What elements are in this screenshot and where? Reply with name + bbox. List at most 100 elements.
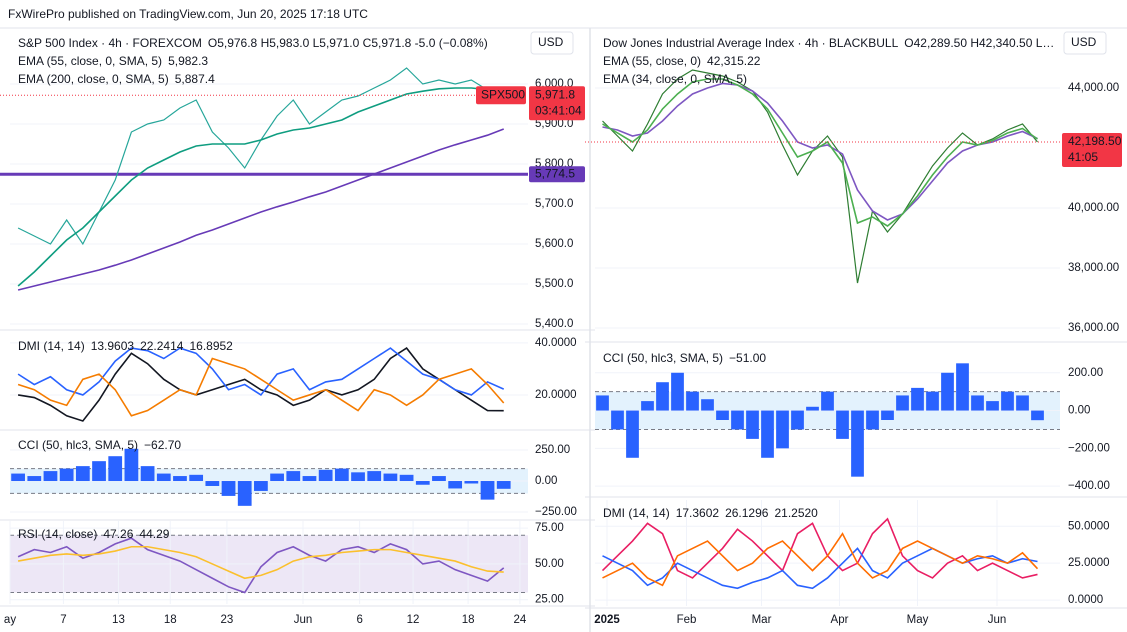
x-tick-label: Apr: [831, 614, 849, 626]
histogram-bar: [731, 410, 744, 430]
histogram-bar: [986, 401, 999, 411]
histogram-bar: [432, 476, 446, 482]
y-tick-label: 0.00: [1068, 405, 1090, 417]
histogram-bar: [686, 391, 699, 411]
legend-text: 5,887.4: [175, 72, 215, 86]
histogram-bar: [911, 387, 924, 411]
histogram-bar: [626, 410, 639, 458]
x-tick-label: 2025: [594, 614, 620, 626]
histogram-bar: [59, 468, 74, 482]
legend-text: O5,976.8 H5,983.0 L5,971.0 C5,971.8 -5.0…: [208, 36, 488, 50]
histogram-bar: [791, 410, 804, 430]
legend-text: 13.9603: [91, 339, 135, 353]
symbol-tag-label: SPX500: [481, 87, 525, 101]
y-tick-label: 25.00: [535, 594, 564, 606]
histogram-bar: [399, 474, 414, 482]
currency: USD: [1071, 35, 1097, 49]
legend-text: 42,315.22: [707, 54, 761, 68]
legend-text: RSI (14, close): [18, 527, 97, 541]
histogram-bar: [746, 410, 759, 439]
countdown: 03:41:04: [535, 103, 582, 117]
series-line: [17, 537, 505, 594]
histogram-bar: [383, 473, 398, 482]
price-tag-label: 5,971.8: [535, 87, 575, 101]
histogram-bar: [108, 456, 123, 482]
series-line: [602, 78, 1038, 227]
legend-text: EMA (200, close, 0, SMA, 5): [18, 72, 169, 86]
y-tick-label: 25.0000: [1068, 557, 1110, 569]
x-tick-label: ay: [4, 614, 16, 626]
histogram-bar: [701, 399, 714, 411]
histogram-bar: [27, 476, 42, 482]
histogram-bar: [318, 469, 333, 482]
y-tick-label: 50.0000: [1068, 520, 1110, 532]
y-tick-label: 44,000.00: [1068, 82, 1119, 94]
histogram-bar: [896, 395, 909, 411]
y-tick-label: 38,000.00: [1068, 262, 1119, 274]
y-tick-label: 50.00: [535, 558, 564, 570]
histogram-bar: [941, 372, 954, 411]
histogram-bar: [302, 476, 317, 482]
histogram-bar: [124, 448, 139, 482]
y-tick-label: 40,000.00: [1068, 202, 1119, 214]
histogram-bar: [286, 471, 301, 482]
histogram-bar: [75, 466, 90, 482]
histogram-bar: [367, 471, 382, 482]
y-tick-label: −200.00: [1068, 442, 1110, 454]
histogram-bar: [836, 410, 849, 439]
histogram-bar: [851, 410, 864, 477]
x-tick-label: 12: [407, 614, 420, 626]
histogram-bar: [881, 410, 894, 420]
y-tick-label: 5,500.0: [535, 278, 573, 290]
y-tick-label: 5,600.0: [535, 238, 573, 250]
histogram-bar: [92, 461, 106, 482]
legend-text: CCI (50, hlc3, SMA, 5): [18, 438, 138, 452]
histogram-bar: [926, 391, 939, 411]
histogram-bar: [221, 481, 236, 496]
legend-text: CCI (50, hlc3, SMA, 5): [603, 351, 723, 365]
countdown: 41:05: [1068, 150, 1098, 164]
legend-text: DMI (14, 14): [18, 339, 85, 353]
histogram-bar: [173, 476, 187, 482]
y-tick-label: 5,400.0: [535, 318, 573, 330]
legend-text: EMA (55, close, 0): [603, 54, 701, 68]
histogram-bar: [611, 410, 624, 430]
x-tick-label: 24: [514, 614, 527, 626]
x-tick-label: 6: [356, 614, 362, 626]
y-tick-label: 0.0000: [1068, 594, 1103, 606]
legend-text: 26.1296: [725, 506, 769, 520]
x-tick-label: Mar: [752, 614, 772, 626]
histogram-bar: [11, 473, 25, 482]
histogram-bar: [641, 401, 654, 411]
currency-box: [1063, 31, 1107, 55]
series-line: [17, 128, 505, 291]
y-tick-label: 75.00: [535, 522, 564, 534]
histogram-bar: [1031, 410, 1044, 421]
x-tick-label: Feb: [677, 614, 697, 626]
histogram-bar: [1001, 391, 1014, 411]
series-line: [17, 347, 504, 422]
histogram-bar: [351, 472, 365, 482]
legend-text: 5,982.3: [168, 54, 208, 68]
histogram-bar: [334, 468, 349, 482]
histogram-bar: [596, 395, 609, 411]
legend-text: −62.70: [144, 438, 181, 452]
price-tag: [529, 166, 585, 183]
legend-text: DMI (14, 14): [603, 506, 670, 520]
series-line: [602, 69, 1038, 284]
histogram-bar: [415, 481, 430, 485]
histogram-bar: [716, 410, 729, 420]
histogram-bar: [1016, 395, 1029, 411]
y-tick-label: 200.00: [1068, 367, 1103, 379]
x-tick-label: 23: [221, 614, 234, 626]
series-line: [17, 347, 505, 397]
histogram-bar: [205, 481, 220, 486]
histogram-bar: [140, 466, 155, 482]
legend-text: 21.2520: [774, 506, 818, 520]
histogram-bar: [761, 410, 774, 458]
y-tick-label: 5,700.0: [535, 198, 573, 210]
x-tick-label: Jun: [294, 614, 313, 626]
legend-text: Dow Jones Industrial Average Index · 4h …: [603, 36, 899, 50]
histogram-bar: [866, 410, 879, 430]
